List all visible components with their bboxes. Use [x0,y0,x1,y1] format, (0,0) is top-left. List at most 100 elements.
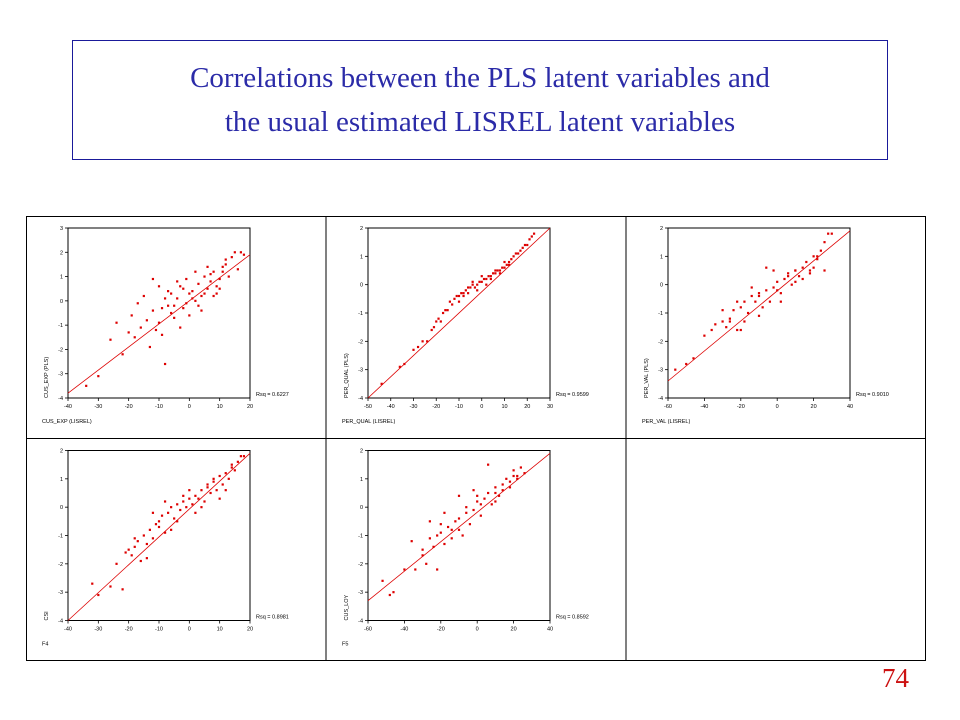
scatter-point [794,269,797,272]
x-tick-label: 0 [188,627,191,633]
scatter-point [461,534,464,537]
scatter-point [472,508,475,512]
scatter-point [512,469,515,472]
y-tick-label: -1 [58,534,63,540]
scatter-point [787,272,790,275]
scatter-point [403,568,406,571]
x-tick-label: -40 [400,627,408,633]
y-tick-label: 1 [360,254,363,260]
scatter-point [425,562,428,565]
slide-title-box: Correlations between the PLS latent vari… [72,40,888,160]
rsq-label: Rsq = 0.9010 [856,392,889,398]
scatter-point [85,384,88,387]
scatter-point [242,455,246,458]
y-tick-label: -4 [358,619,363,625]
scatter-point [215,292,218,295]
scatter-point [218,277,221,281]
scatter-point [221,270,224,273]
scatter-point [507,260,511,264]
scatter-point [212,294,215,298]
scatter-point [460,292,463,295]
scatter-point [492,272,495,275]
scatter-point [508,480,512,483]
y-tick-label: 0 [360,505,363,511]
scatter-point [794,280,797,283]
scatter-point [157,525,161,529]
scatter-point [242,253,246,256]
scatter-point [519,249,522,252]
y-tick-label: -2 [358,339,363,345]
scatter-point [765,289,768,292]
x-tick-label: -50 [364,404,372,410]
scatter-point [176,280,179,283]
x-tick-label: 30 [547,404,553,410]
scatter-point [765,266,768,269]
scatter-point [457,300,461,303]
scatter-point [173,316,176,319]
y-tick-label: -1 [358,311,363,317]
scatter-point [457,528,461,531]
scatter-point [443,542,446,546]
y-tick-label: -2 [358,562,363,568]
scatter-point [528,238,531,241]
scatter-point [416,345,420,349]
scatter-point [239,251,242,254]
scatter-point [176,520,179,523]
scatter-point [224,489,227,492]
scatter-point [471,283,474,286]
scatter-point [462,292,465,295]
scatter-point [512,474,515,478]
y-tick-label: -2 [658,339,663,345]
scatter-point [410,540,413,543]
scatter-point [194,511,197,514]
scatter-point [151,277,155,281]
scatter-point [444,309,447,312]
scatter-point [523,243,527,247]
scatter-point [167,290,170,293]
x-tick-label: 0 [480,404,483,410]
y-tick-label: -3 [58,372,63,378]
scatter-point [421,554,424,557]
scatter-point [710,328,713,332]
scatter-point [97,375,100,378]
scatter-point [227,477,230,480]
scatter-point [501,489,504,492]
x-tick-label: 0 [188,404,191,410]
scatter-point [157,520,161,523]
scatter-point [188,497,191,500]
scatter-point [465,506,468,509]
y-axis-label: PER_VAL (PLS) [644,358,650,398]
scatter-point [218,497,221,500]
scatter-point [154,523,158,526]
scatter-point [464,289,467,292]
scatter-point [233,251,236,254]
scatter-point [185,506,188,509]
plot-frame [367,450,551,621]
scatter-point [421,548,424,551]
scatter-point [483,497,486,500]
scatter-point [823,241,826,244]
scatter-point [121,588,124,591]
scatter-point [109,338,112,341]
rsq-label: Rsq = 0.8592 [556,615,589,621]
x-tick-label: -20 [432,404,440,410]
scatter-point [468,523,472,526]
scatter-point [532,232,536,235]
scatter-point [188,292,191,295]
scatter-point [478,280,481,283]
scatter-point [732,309,735,312]
scatter-point [501,266,504,269]
scatter-point [790,283,793,286]
scatter-point [801,277,804,281]
rsq-label: Rsq = 0.9599 [556,392,589,398]
scatter-point [757,314,761,317]
x-axis-label: F5 [342,642,348,648]
scatter-point [746,311,750,315]
y-tick-label: 1 [60,477,63,483]
scatter-point [236,460,239,463]
y-tick-label: 3 [60,226,63,232]
scatter-point [455,294,458,298]
scatter-point [805,260,808,264]
scatter-point [827,232,830,235]
scatter-point [133,336,136,339]
